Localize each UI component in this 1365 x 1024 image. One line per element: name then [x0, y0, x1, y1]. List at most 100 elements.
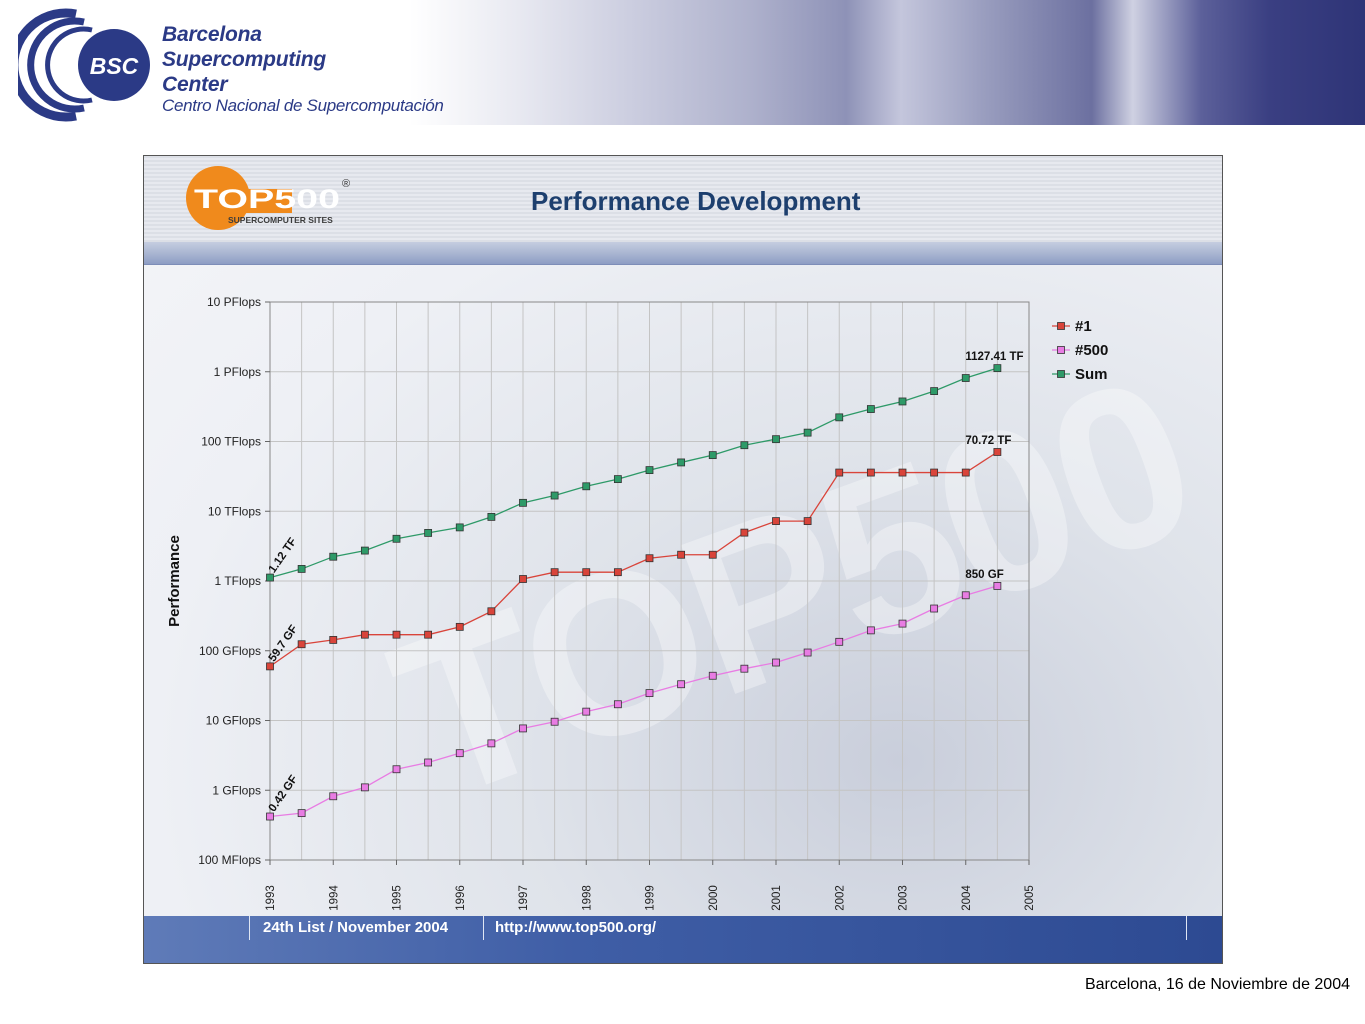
data-point — [677, 458, 686, 467]
data-point — [360, 630, 369, 639]
x-tick-label: 1999 — [645, 885, 657, 911]
legend-label: Sum — [1075, 366, 1108, 383]
footer-separator — [1186, 916, 1187, 940]
data-point — [898, 468, 907, 477]
data-point — [961, 374, 970, 382]
data-point — [677, 550, 686, 559]
legend-marker — [1057, 370, 1065, 378]
data-point — [803, 517, 812, 525]
y-axis-title: Performance — [166, 535, 183, 627]
data-point — [487, 512, 496, 521]
data-point — [392, 534, 401, 543]
slide-header: TOP500 ® SUPERCOMPUTER SITES Performance… — [144, 156, 1222, 244]
footer-url-link[interactable]: http://www.top500.org/ — [495, 919, 657, 936]
data-point — [297, 640, 306, 649]
chart-legend: #1 #500 Sum — [1052, 318, 1108, 383]
data-point — [993, 582, 1002, 590]
data-point — [645, 466, 654, 475]
data-point — [835, 468, 844, 477]
bsc-title: Barcelona Supercomputing Center — [162, 22, 326, 97]
bsc-logo-text: BSC — [90, 53, 139, 79]
data-point — [645, 554, 654, 563]
data-point — [645, 689, 654, 698]
y-tick-label: 100 MFlops — [198, 853, 261, 867]
slide-title: Performance Development — [531, 186, 861, 216]
data-point — [392, 630, 401, 639]
data-point — [708, 671, 717, 680]
data-point — [772, 435, 780, 444]
x-tick-label: 1997 — [518, 885, 530, 911]
y-tick-label: 1 PFlops — [214, 365, 261, 379]
data-point — [297, 809, 306, 818]
data-point — [360, 783, 369, 792]
data-point — [329, 552, 338, 561]
data-point — [266, 573, 274, 582]
top500-logo: TOP500 ® SUPERCOMPUTER SITES — [186, 166, 350, 230]
data-point — [898, 619, 907, 628]
x-tick-label: 1998 — [581, 885, 593, 911]
data-point — [550, 717, 559, 726]
data-point — [708, 550, 717, 559]
x-tick-label: 2001 — [771, 885, 783, 911]
data-label: 1127.41 TF — [965, 351, 1023, 363]
footer-separator — [483, 916, 484, 940]
data-point — [455, 622, 464, 631]
data-point — [487, 607, 496, 616]
data-point — [740, 441, 749, 450]
data-label: 70.72 TF — [965, 435, 1011, 447]
data-point — [360, 546, 369, 555]
legend-marker — [1057, 322, 1065, 330]
slide: TOP500 TOP500 ® SUPERCOMPUTER SITES Perf… — [143, 155, 1223, 964]
data-point — [740, 528, 749, 537]
data-point — [424, 630, 433, 639]
y-tick-label: 10 TFlops — [208, 504, 261, 518]
data-point — [740, 664, 749, 673]
x-tick-label: 2002 — [834, 885, 846, 911]
performance-chart: 10 PFlops 1 PFlops 100 TFlops 10 TFlops 1 TF… — [166, 295, 1108, 911]
bsc-logo: BSC — [18, 8, 150, 122]
y-tick-label: 100 GFlops — [199, 644, 261, 658]
data-label: 59.7 GF — [267, 623, 301, 664]
data-point — [487, 739, 496, 748]
header-band — [144, 242, 1222, 265]
data-point — [424, 758, 433, 767]
legend-label: #500 — [1075, 342, 1108, 359]
data-point — [961, 591, 970, 600]
data-point — [550, 491, 559, 500]
data-point — [519, 575, 527, 583]
data-point — [835, 413, 844, 422]
legend-marker — [1057, 346, 1065, 354]
data-point — [613, 568, 622, 577]
data-point — [708, 451, 717, 460]
data-point — [392, 765, 401, 774]
data-point — [329, 636, 338, 644]
data-point — [930, 387, 939, 395]
data-point — [835, 637, 844, 646]
data-point — [329, 792, 338, 801]
data-point — [582, 707, 591, 716]
date-caption: Barcelona, 16 de Noviembre de 2004 — [1084, 976, 1350, 993]
y-tick-label: 10 GFlops — [206, 714, 261, 728]
bsc-title-line-2: Supercomputing — [162, 48, 327, 71]
data-point — [772, 658, 780, 667]
y-tick-label: 1 GFlops — [212, 783, 261, 797]
data-point — [582, 482, 591, 491]
data-point — [993, 448, 1002, 456]
x-tick-label: 2003 — [898, 885, 910, 911]
bsc-title-line-1: Barcelona — [162, 23, 262, 46]
footer-list-label: 24th List / November 2004 — [263, 919, 449, 936]
bsc-subtitle: Centro Nacional de Supercomputación — [162, 96, 444, 115]
series-line — [269, 585, 998, 818]
y-tick-label: 100 TFlops — [201, 435, 261, 449]
chart-labels: 1127.41 TF 70.72 TF 850 GF 1.12 TF 59.7 GF 0.… — [267, 351, 1024, 814]
data-point — [613, 700, 622, 709]
data-label: 850 GF — [965, 569, 1003, 581]
bsc-header: BSC Barcelona Supercomputing Center Cent… — [0, 0, 1365, 125]
data-point — [424, 529, 433, 537]
data-point — [519, 498, 527, 507]
x-tick-label: 2000 — [708, 885, 720, 911]
data-point — [455, 523, 464, 532]
chart-marks — [266, 364, 1002, 821]
data-point — [677, 680, 686, 689]
data-point — [455, 749, 464, 758]
